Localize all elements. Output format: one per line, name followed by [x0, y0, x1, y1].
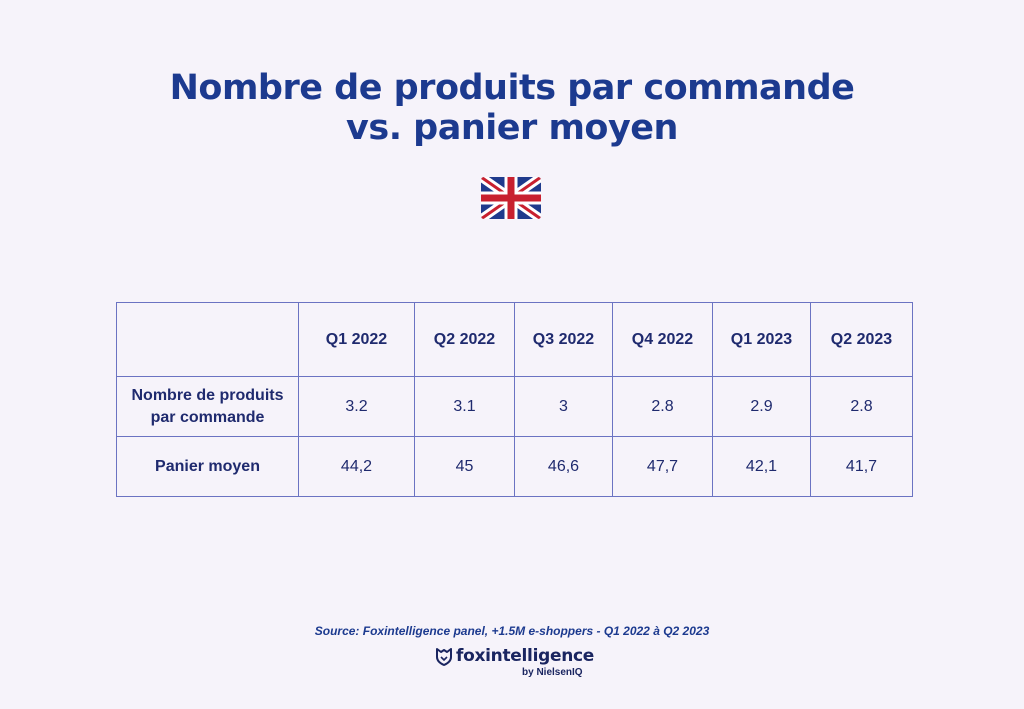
header-corner — [116, 302, 299, 377]
table-cell: 42,1 — [712, 436, 811, 497]
header-row: Q1 2022 Q2 2022 Q3 2022 Q4 2022 Q1 2023 … — [116, 302, 913, 377]
column-header: Q1 2022 — [298, 302, 415, 377]
source-note: Source: Foxintelligence panel, +1.5M e-s… — [314, 624, 710, 638]
row-label-line-1: Panier moyen — [155, 457, 260, 475]
row-label-line-1: Nombre de produits — [131, 386, 284, 404]
table-row: Panier moyen 44,2 45 46,6 47,7 42,1 41,7 — [116, 436, 913, 497]
column-header: Q4 2022 — [612, 302, 713, 377]
row-label-line-2: par commande — [150, 408, 265, 426]
fox-shield-icon — [436, 648, 452, 666]
table-cell: 45 — [414, 436, 515, 497]
logo-subtitle: by NielsenIQ — [522, 667, 583, 678]
data-table: Q1 2022 Q2 2022 Q3 2022 Q4 2022 Q1 2023 … — [116, 302, 913, 497]
table-cell: 3.1 — [414, 376, 515, 437]
column-header: Q3 2022 — [514, 302, 613, 377]
table-cell: 44,2 — [298, 436, 415, 497]
table-cell: 41,7 — [810, 436, 913, 497]
row-header: Nombre de produits par commande — [116, 376, 299, 437]
logo-name: foxintelligence — [456, 646, 595, 666]
table-cell: 2.8 — [810, 376, 913, 437]
table-row: Nombre de produits par commande 3.2 3.1 … — [116, 376, 913, 437]
column-header: Q2 2023 — [810, 302, 913, 377]
row-header: Panier moyen — [116, 436, 299, 497]
table-cell: 47,7 — [612, 436, 713, 497]
column-header: Q2 2022 — [414, 302, 515, 377]
uk-flag-icon — [481, 177, 541, 219]
table-cell: 3.2 — [298, 376, 415, 437]
chart-title: Nombre de produits par commande vs. pani… — [0, 68, 1024, 148]
table-cell: 3 — [514, 376, 613, 437]
table-cell: 2.8 — [612, 376, 713, 437]
column-header: Q1 2023 — [712, 302, 811, 377]
brand-logo: foxintelligence by NielsenIQ — [436, 646, 596, 682]
table-cell: 2.9 — [712, 376, 811, 437]
table-cell: 46,6 — [514, 436, 613, 497]
title-line-1: Nombre de produits par commande — [169, 68, 855, 108]
title-line-2: vs. panier moyen — [346, 108, 678, 148]
